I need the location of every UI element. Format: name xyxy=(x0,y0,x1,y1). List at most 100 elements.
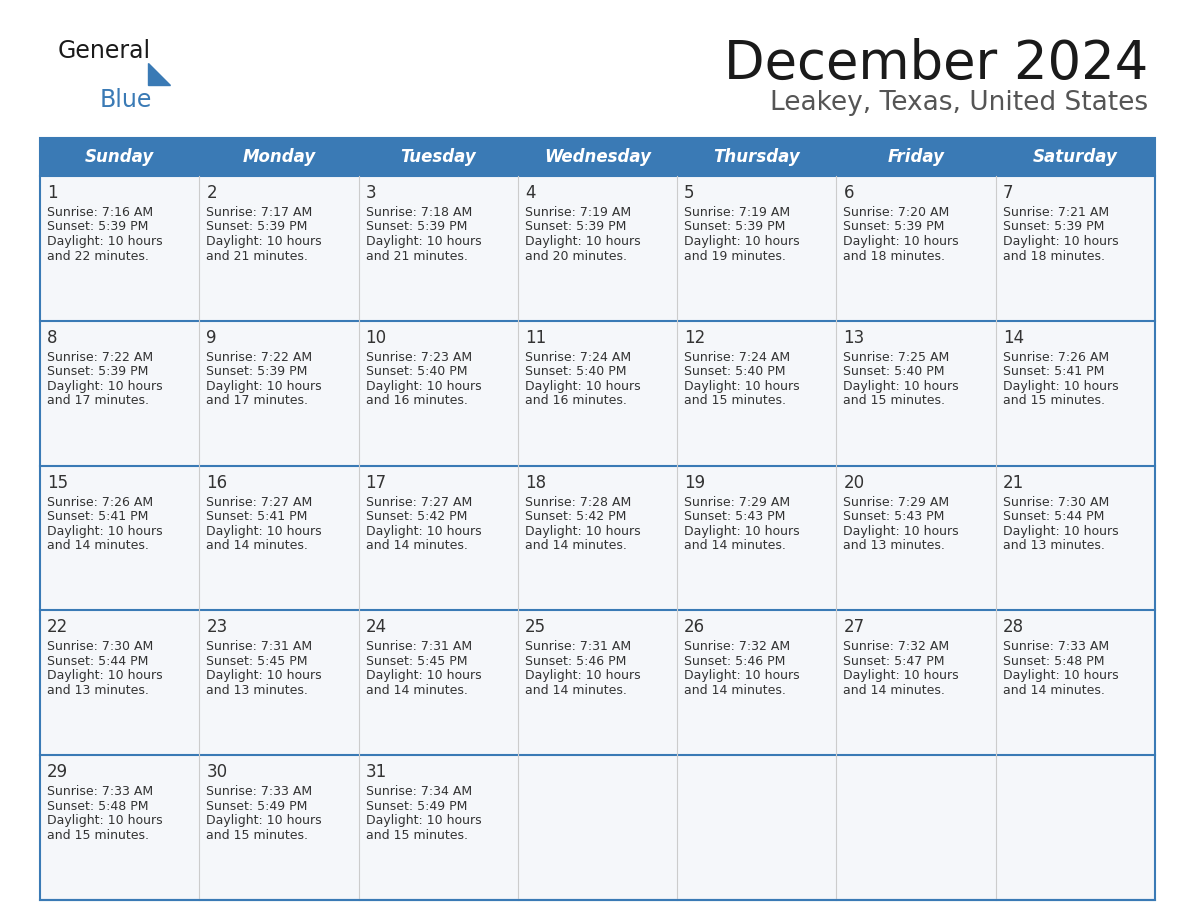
Text: Sunset: 5:47 PM: Sunset: 5:47 PM xyxy=(843,655,944,668)
Text: Sunday: Sunday xyxy=(86,148,154,166)
Text: Sunset: 5:42 PM: Sunset: 5:42 PM xyxy=(525,510,626,523)
Text: Sunset: 5:46 PM: Sunset: 5:46 PM xyxy=(684,655,785,668)
Text: Sunrise: 7:32 AM: Sunrise: 7:32 AM xyxy=(684,641,790,654)
Text: 6: 6 xyxy=(843,184,854,202)
Text: Sunrise: 7:29 AM: Sunrise: 7:29 AM xyxy=(684,496,790,509)
Text: Sunrise: 7:27 AM: Sunrise: 7:27 AM xyxy=(366,496,472,509)
Text: and 13 minutes.: and 13 minutes. xyxy=(48,684,148,697)
Bar xyxy=(40,465,1155,610)
Text: Sunrise: 7:28 AM: Sunrise: 7:28 AM xyxy=(525,496,631,509)
Text: Sunrise: 7:16 AM: Sunrise: 7:16 AM xyxy=(48,206,153,219)
Text: and 14 minutes.: and 14 minutes. xyxy=(366,684,467,697)
Text: Daylight: 10 hours: Daylight: 10 hours xyxy=(525,380,640,393)
Text: Daylight: 10 hours: Daylight: 10 hours xyxy=(366,524,481,538)
Text: Sunset: 5:48 PM: Sunset: 5:48 PM xyxy=(1003,655,1104,668)
Text: Daylight: 10 hours: Daylight: 10 hours xyxy=(525,524,640,538)
Bar xyxy=(40,138,1155,900)
Text: 26: 26 xyxy=(684,619,706,636)
Text: and 14 minutes.: and 14 minutes. xyxy=(207,539,308,552)
Text: 10: 10 xyxy=(366,329,387,347)
Text: Daylight: 10 hours: Daylight: 10 hours xyxy=(843,235,959,248)
Text: Daylight: 10 hours: Daylight: 10 hours xyxy=(525,669,640,682)
Text: 27: 27 xyxy=(843,619,865,636)
Text: and 16 minutes.: and 16 minutes. xyxy=(366,395,467,408)
Text: Blue: Blue xyxy=(100,88,152,112)
Text: and 14 minutes.: and 14 minutes. xyxy=(525,684,627,697)
Text: Sunrise: 7:24 AM: Sunrise: 7:24 AM xyxy=(684,351,790,364)
Text: Sunrise: 7:23 AM: Sunrise: 7:23 AM xyxy=(366,351,472,364)
Text: December 2024: December 2024 xyxy=(723,38,1148,90)
Text: 11: 11 xyxy=(525,329,546,347)
Text: and 14 minutes.: and 14 minutes. xyxy=(1003,684,1105,697)
Text: Sunrise: 7:21 AM: Sunrise: 7:21 AM xyxy=(1003,206,1108,219)
Text: Daylight: 10 hours: Daylight: 10 hours xyxy=(207,380,322,393)
Text: Sunset: 5:40 PM: Sunset: 5:40 PM xyxy=(843,365,944,378)
Text: Sunset: 5:39 PM: Sunset: 5:39 PM xyxy=(207,220,308,233)
Text: Sunrise: 7:19 AM: Sunrise: 7:19 AM xyxy=(525,206,631,219)
Text: Sunrise: 7:24 AM: Sunrise: 7:24 AM xyxy=(525,351,631,364)
Text: 4: 4 xyxy=(525,184,536,202)
Text: and 15 minutes.: and 15 minutes. xyxy=(1003,395,1105,408)
Text: Daylight: 10 hours: Daylight: 10 hours xyxy=(684,669,800,682)
Text: Sunset: 5:39 PM: Sunset: 5:39 PM xyxy=(48,220,148,233)
Text: Sunrise: 7:30 AM: Sunrise: 7:30 AM xyxy=(48,641,153,654)
Text: 22: 22 xyxy=(48,619,68,636)
Text: Sunrise: 7:31 AM: Sunrise: 7:31 AM xyxy=(525,641,631,654)
Text: Sunset: 5:40 PM: Sunset: 5:40 PM xyxy=(366,365,467,378)
Text: Sunrise: 7:31 AM: Sunrise: 7:31 AM xyxy=(366,641,472,654)
Text: Daylight: 10 hours: Daylight: 10 hours xyxy=(843,669,959,682)
Text: Sunrise: 7:26 AM: Sunrise: 7:26 AM xyxy=(48,496,153,509)
Text: and 14 minutes.: and 14 minutes. xyxy=(48,539,148,552)
Text: Daylight: 10 hours: Daylight: 10 hours xyxy=(48,235,163,248)
Text: 17: 17 xyxy=(366,474,387,492)
Text: Sunrise: 7:26 AM: Sunrise: 7:26 AM xyxy=(1003,351,1108,364)
Text: 31: 31 xyxy=(366,763,387,781)
Text: 5: 5 xyxy=(684,184,695,202)
Text: Sunrise: 7:22 AM: Sunrise: 7:22 AM xyxy=(207,351,312,364)
Text: Friday: Friday xyxy=(887,148,944,166)
Text: Daylight: 10 hours: Daylight: 10 hours xyxy=(1003,669,1118,682)
Text: and 14 minutes.: and 14 minutes. xyxy=(843,684,946,697)
Text: Sunrise: 7:33 AM: Sunrise: 7:33 AM xyxy=(207,785,312,798)
Text: 24: 24 xyxy=(366,619,387,636)
Text: and 15 minutes.: and 15 minutes. xyxy=(843,395,946,408)
Text: Sunrise: 7:33 AM: Sunrise: 7:33 AM xyxy=(1003,641,1108,654)
Text: 29: 29 xyxy=(48,763,68,781)
Text: 30: 30 xyxy=(207,763,227,781)
Text: and 14 minutes.: and 14 minutes. xyxy=(525,539,627,552)
Text: Daylight: 10 hours: Daylight: 10 hours xyxy=(48,669,163,682)
Text: and 18 minutes.: and 18 minutes. xyxy=(1003,250,1105,263)
Text: Sunrise: 7:34 AM: Sunrise: 7:34 AM xyxy=(366,785,472,798)
Text: Daylight: 10 hours: Daylight: 10 hours xyxy=(366,380,481,393)
Text: and 14 minutes.: and 14 minutes. xyxy=(684,684,786,697)
Text: Sunset: 5:45 PM: Sunset: 5:45 PM xyxy=(207,655,308,668)
Text: and 16 minutes.: and 16 minutes. xyxy=(525,395,627,408)
Text: 13: 13 xyxy=(843,329,865,347)
Polygon shape xyxy=(148,63,170,85)
Bar xyxy=(40,138,1155,176)
Text: Saturday: Saturday xyxy=(1032,148,1118,166)
Text: Daylight: 10 hours: Daylight: 10 hours xyxy=(1003,524,1118,538)
Text: 2: 2 xyxy=(207,184,217,202)
Text: and 15 minutes.: and 15 minutes. xyxy=(48,829,148,842)
Text: 15: 15 xyxy=(48,474,68,492)
Text: 3: 3 xyxy=(366,184,377,202)
Text: Daylight: 10 hours: Daylight: 10 hours xyxy=(207,669,322,682)
Text: 25: 25 xyxy=(525,619,546,636)
Bar xyxy=(40,176,1155,320)
Text: Sunset: 5:39 PM: Sunset: 5:39 PM xyxy=(48,365,148,378)
Text: Daylight: 10 hours: Daylight: 10 hours xyxy=(1003,380,1118,393)
Text: 14: 14 xyxy=(1003,329,1024,347)
Text: 8: 8 xyxy=(48,329,57,347)
Text: Sunset: 5:39 PM: Sunset: 5:39 PM xyxy=(684,220,785,233)
Text: Sunset: 5:46 PM: Sunset: 5:46 PM xyxy=(525,655,626,668)
Text: Daylight: 10 hours: Daylight: 10 hours xyxy=(684,235,800,248)
Text: 1: 1 xyxy=(48,184,58,202)
Text: Sunrise: 7:32 AM: Sunrise: 7:32 AM xyxy=(843,641,949,654)
Text: Daylight: 10 hours: Daylight: 10 hours xyxy=(684,524,800,538)
Text: Daylight: 10 hours: Daylight: 10 hours xyxy=(366,669,481,682)
Text: and 17 minutes.: and 17 minutes. xyxy=(207,395,308,408)
Text: Sunset: 5:43 PM: Sunset: 5:43 PM xyxy=(684,510,785,523)
Text: General: General xyxy=(58,39,151,63)
Text: Sunrise: 7:31 AM: Sunrise: 7:31 AM xyxy=(207,641,312,654)
